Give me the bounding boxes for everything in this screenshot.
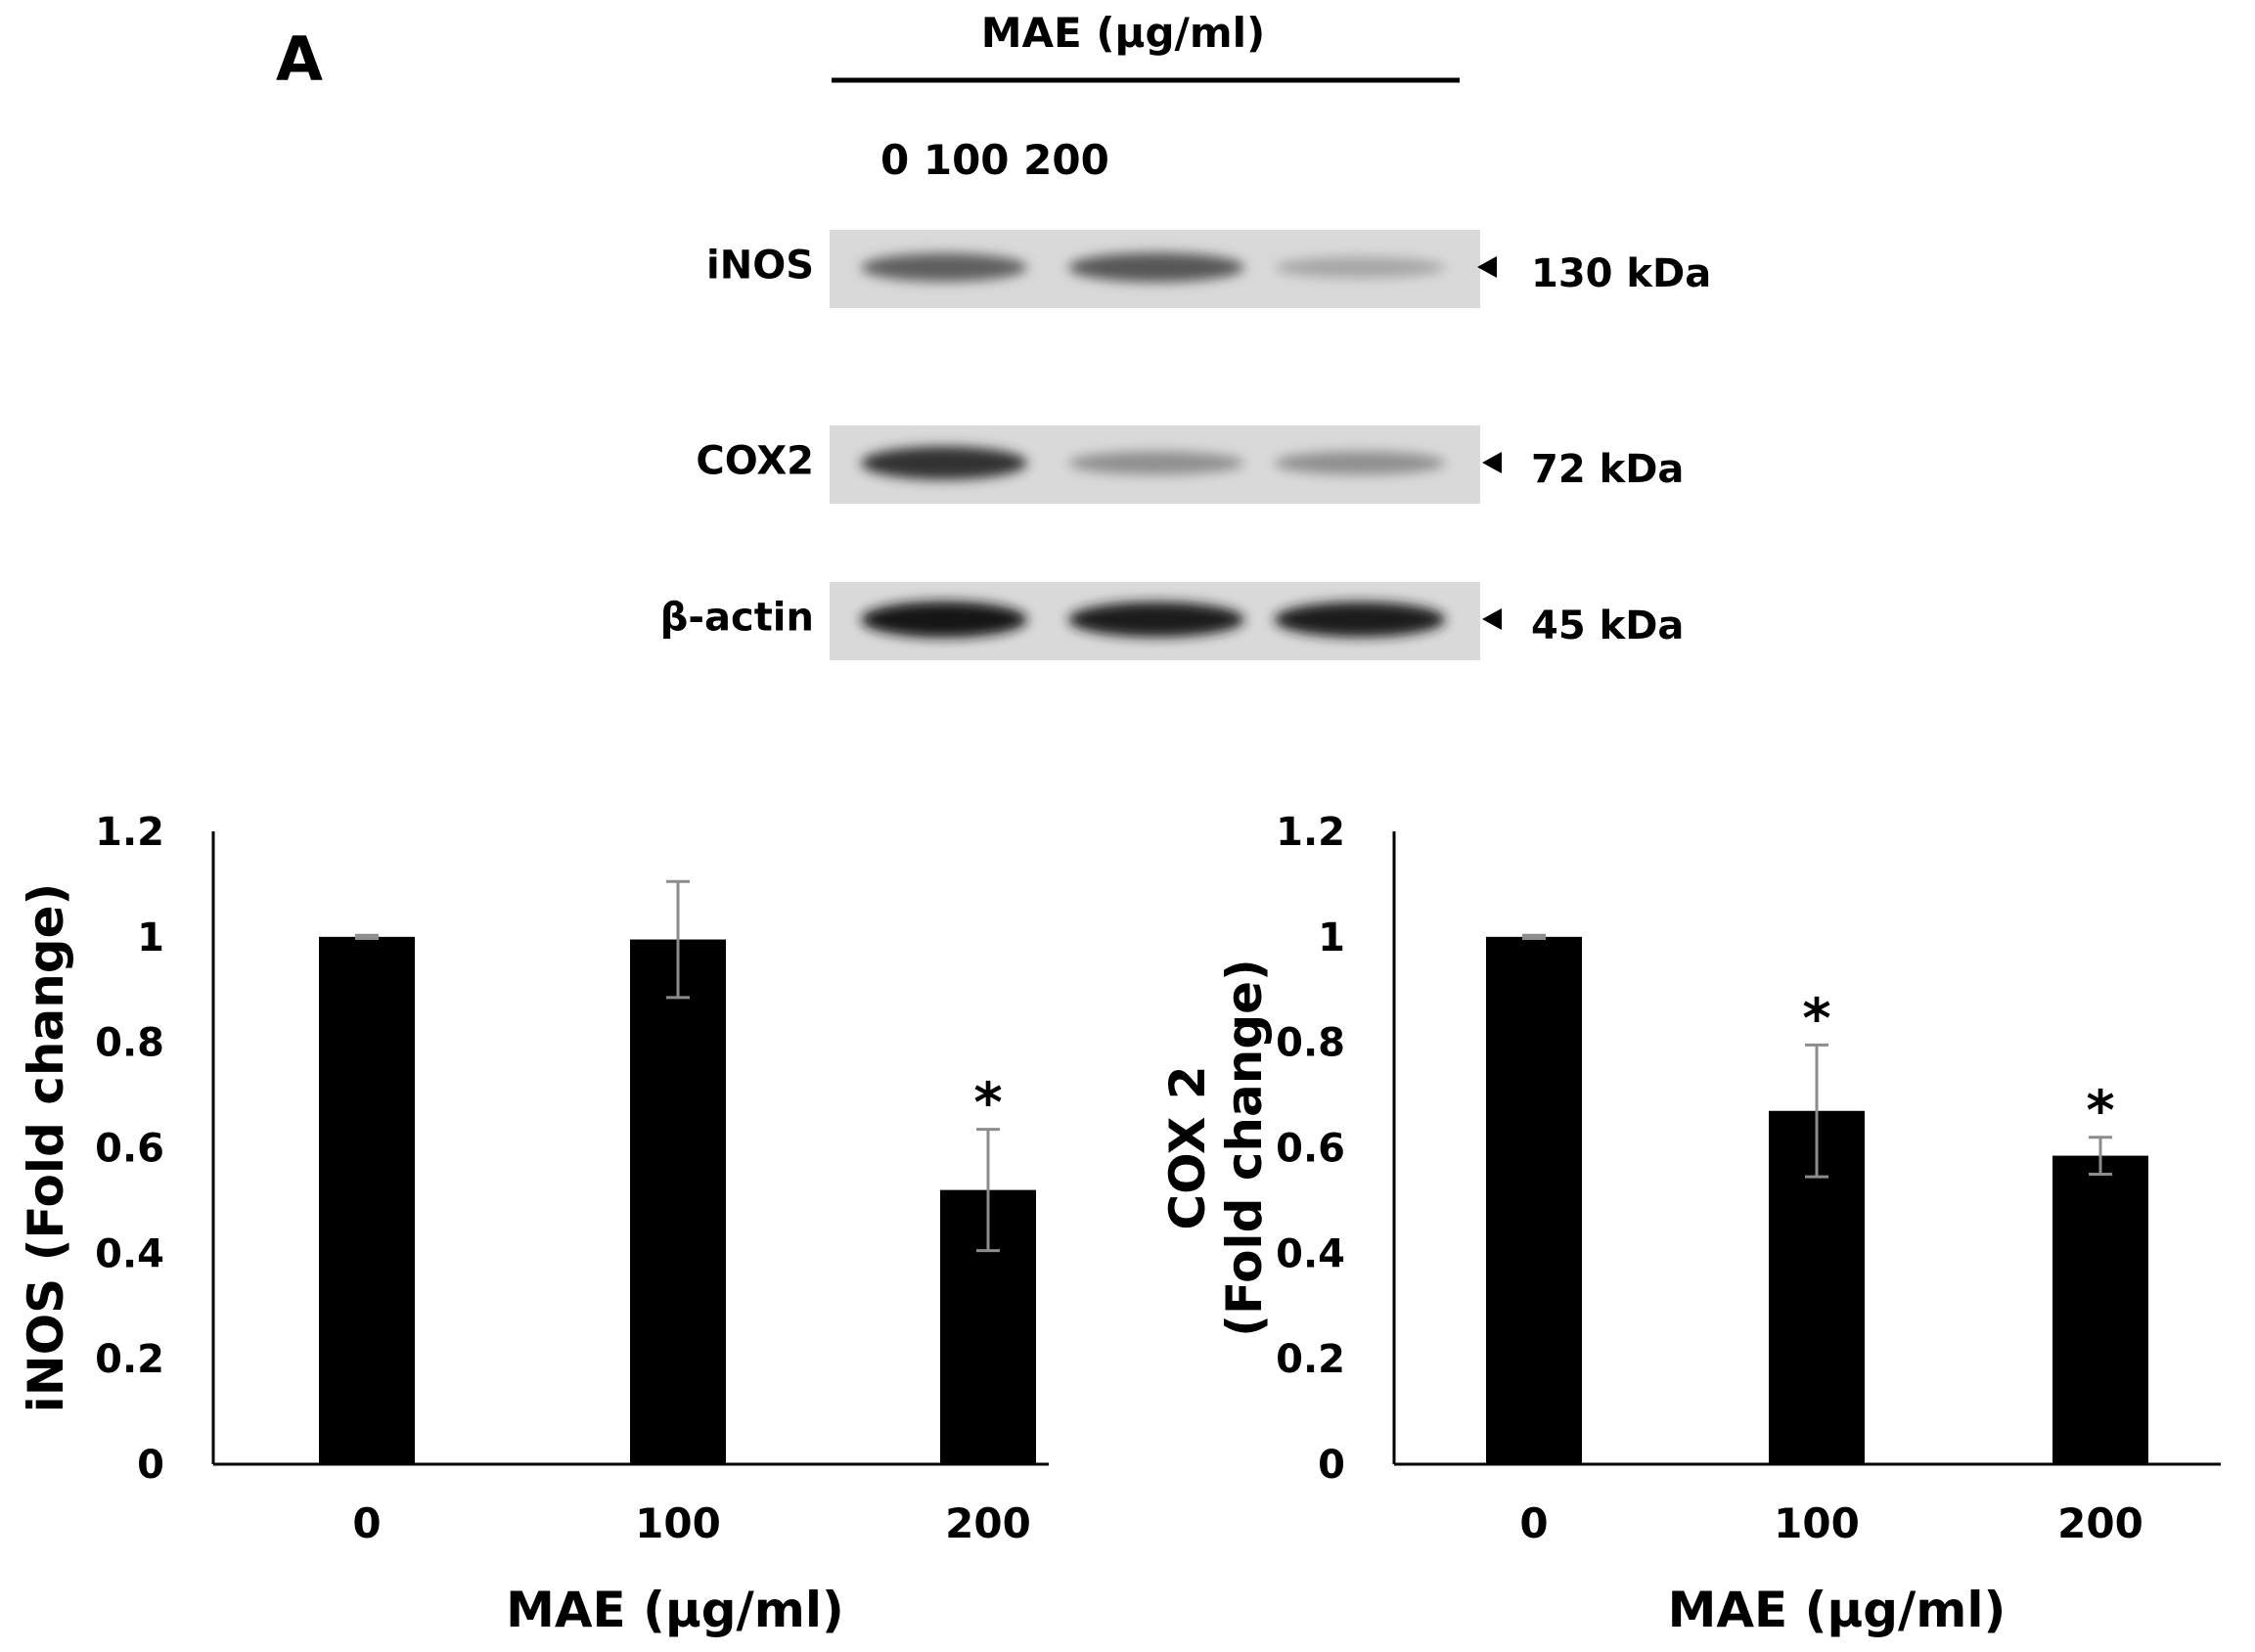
western-blot: MAE (μg/ml) 0 100 200 iNOS 130 kDa COX2 72 … [660, 9, 1711, 660]
x-tick-label: 0 [1519, 1499, 1548, 1547]
y-tick-label: 0.8 [95, 1021, 164, 1066]
blot-band [861, 601, 1027, 638]
blot-band [1068, 252, 1244, 283]
x-axis-label: MAE (μg/ml) [1668, 1582, 2007, 1638]
bar [1486, 936, 1582, 1464]
panel-label: A [276, 23, 323, 95]
y-axis-label: (Fold change) [1216, 959, 1273, 1337]
y-tick-label: 1 [137, 915, 164, 960]
x-tick-label: 100 [1774, 1499, 1860, 1547]
y-tick-label: 0.8 [1276, 1021, 1345, 1066]
x-tick-label: 200 [945, 1499, 1031, 1547]
inos-bar-chart: 0 0.2 0.4 0.6 0.8 1 1.2 0 100 * 200 MAE (μg/ml) iNOS… [18, 810, 1049, 1638]
x-axis-label: MAE (μg/ml) [506, 1582, 844, 1638]
blot-band [1068, 451, 1244, 475]
blot-size-label: 130 kDa [1531, 251, 1711, 296]
significance-marker: * [1802, 987, 1830, 1050]
y-tick-label: 0 [137, 1443, 164, 1488]
blot-band [861, 252, 1027, 282]
y-tick-label: 1.2 [1276, 810, 1345, 855]
bar [2052, 1155, 2148, 1464]
blot-band [1274, 451, 1446, 475]
y-axis-label: COX 2 [1159, 1065, 1216, 1229]
y-tick-label: 0 [1318, 1443, 1345, 1488]
blot-size-label: 72 kDa [1531, 447, 1684, 492]
blot-band [861, 446, 1027, 480]
significance-marker: * [2086, 1080, 2114, 1143]
significance-marker: * [973, 1072, 1002, 1136]
bar [630, 939, 726, 1464]
blot-protein-label: COX2 [696, 439, 814, 484]
blot-band [1274, 602, 1446, 638]
blot-band [1274, 256, 1446, 279]
y-tick-label: 0.4 [1276, 1231, 1345, 1276]
cox2-bar-chart: 0 0.2 0.4 0.6 0.8 1 1.2 0 * 100 * 200 MAE (μg/ml) COX… [1159, 810, 2221, 1638]
blot-lane-labels: 0 100 200 [880, 136, 1109, 184]
blot-protein-label: β-actin [660, 596, 814, 641]
y-axis-label: iNOS (Fold change) [18, 883, 74, 1413]
y-tick-label: 0.4 [95, 1231, 164, 1276]
y-tick-label: 1 [1318, 915, 1345, 960]
y-tick-label: 0.6 [1276, 1127, 1345, 1172]
blot-header: MAE (μg/ml) [981, 9, 1265, 57]
x-tick-label: 0 [352, 1499, 381, 1547]
y-tick-label: 0.2 [95, 1337, 164, 1382]
y-tick-label: 0.2 [1276, 1337, 1345, 1382]
blot-protein-label: iNOS [706, 244, 814, 289]
y-tick-label: 0.6 [95, 1127, 164, 1172]
blot-band [1068, 602, 1244, 638]
y-tick-label: 1.2 [95, 810, 164, 855]
x-tick-label: 200 [2057, 1499, 2143, 1547]
blot-arrow-icon [1477, 256, 1497, 278]
bar [319, 936, 415, 1464]
blot-arrow-icon [1482, 452, 1502, 473]
blot-size-label: 45 kDa [1531, 603, 1684, 648]
x-tick-label: 100 [635, 1499, 721, 1547]
blot-arrow-icon [1482, 608, 1502, 630]
